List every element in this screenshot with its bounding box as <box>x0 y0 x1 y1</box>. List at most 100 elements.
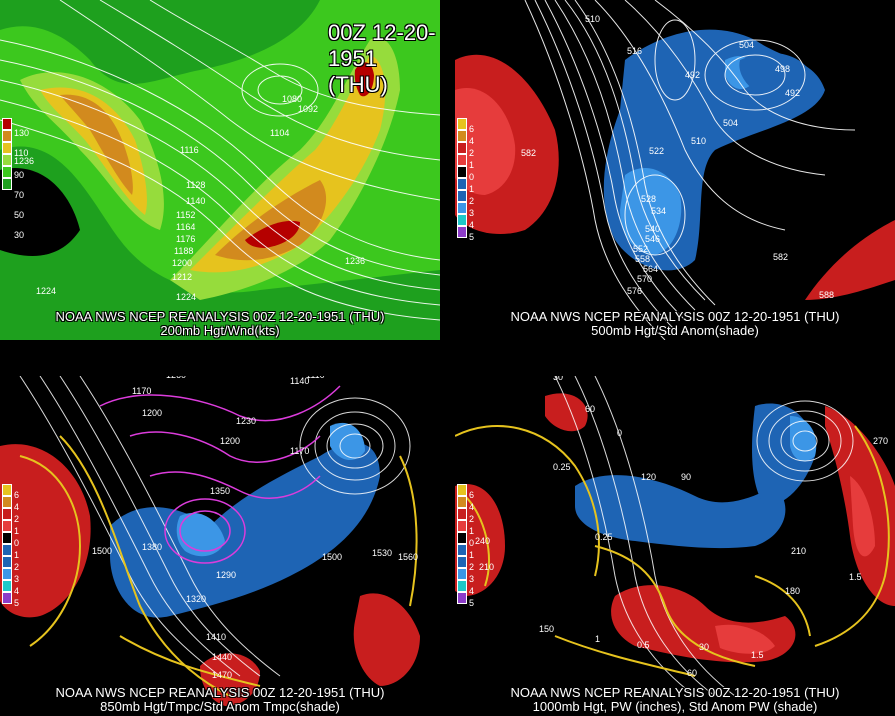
colorbar-1000mb <box>457 484 467 604</box>
contour-label: 1.5 <box>751 650 764 660</box>
contour-label: 1470 <box>212 670 233 680</box>
contour-label: 516 <box>627 46 643 56</box>
contour-label: 546 <box>645 234 661 244</box>
map-1000mb <box>455 376 895 716</box>
contour-label: 1236 <box>345 256 366 266</box>
colorbar-850mb <box>2 484 12 604</box>
contour-label: 1380 <box>142 542 163 552</box>
colorbar-label: 110 <box>14 148 29 158</box>
colorbar-200mb <box>2 118 12 190</box>
colorbar-500mb <box>457 118 467 238</box>
contour-label: 510 <box>585 14 601 24</box>
contour-label: 1176 <box>176 234 196 244</box>
colorbar-label: 6 <box>14 490 20 500</box>
colorbar-label: 90 <box>14 170 25 180</box>
contour-label: 1230 <box>236 416 257 426</box>
colorbar-label: 1 <box>469 550 475 560</box>
colorbar-label: 2 <box>469 196 475 206</box>
panel-850mb: 6 4 2 1 0 1 2 3 4 5 1260 1170 1200 1230 … <box>0 376 440 716</box>
contour-label: 240 <box>475 536 491 546</box>
contour-label: 558 <box>635 254 651 264</box>
colorbar-label: 4 <box>469 586 475 596</box>
contour-label: 1128 <box>186 180 206 190</box>
colorbar-label: 4 <box>469 502 475 512</box>
contour-label: 588 <box>819 290 835 300</box>
contour-label: 0.25 <box>553 462 571 472</box>
contour-label: 1116 <box>180 145 199 155</box>
contour-label: 150 <box>539 624 555 634</box>
colorbar-label: 70 <box>14 190 25 200</box>
colorbar-label: 2 <box>14 514 20 524</box>
colorbar-label: 1 <box>469 184 475 194</box>
colorbar-label: 5 <box>469 232 475 242</box>
contour-label: 510 <box>691 136 707 146</box>
contour-label: 30 <box>553 376 564 382</box>
contour-label: 1164 <box>176 222 196 232</box>
contour-label: 492 <box>785 88 801 98</box>
contour-label: 1200 <box>220 436 241 446</box>
contour-label: 1224 <box>36 286 57 296</box>
panel-200mb: 130 110 90 70 50 30 1080 1092 1104 1116 … <box>0 0 440 340</box>
colorbar-label: 3 <box>14 574 20 584</box>
contour-label: 270 <box>873 436 889 446</box>
colorbar-label: 0 <box>469 172 475 182</box>
colorbar-label: 130 <box>14 128 30 138</box>
contour-label: 1440 <box>212 652 233 662</box>
contour-label: 576 <box>627 286 643 296</box>
contour-label: 210 <box>479 562 495 572</box>
contour-label: 1 <box>595 634 601 644</box>
contour-label: 1188 <box>174 246 194 256</box>
contour-label: 1260 <box>166 376 186 380</box>
colorbar-label: 5 <box>14 598 20 608</box>
contour-label: 1080 <box>282 94 303 104</box>
panel-caption-field: 850mb Hgt/Tmpc/Std Anom Tmpc(shade) <box>100 699 340 714</box>
map-850mb <box>0 376 440 716</box>
contour-label: 1140 <box>186 196 206 206</box>
colorbar-label: 6 <box>469 490 475 500</box>
contour-label: 210 <box>791 546 807 556</box>
panel-caption-field: 500mb Hgt/Std Anom(shade) <box>591 323 759 338</box>
contour-label: 90 <box>681 472 692 482</box>
colorbar-label: 3 <box>469 208 475 218</box>
contour-label: 1092 <box>298 104 319 114</box>
contour-label: 1350 <box>210 486 231 496</box>
contour-label: 1212 <box>172 272 193 282</box>
colorbar-label: 0 <box>469 538 475 548</box>
colorbar-label: 30 <box>14 230 25 240</box>
colorbar-label: 6 <box>469 124 475 134</box>
colorbar-label: 2 <box>14 562 20 572</box>
contour-label: 1236 <box>14 156 35 166</box>
contour-label: 30 <box>699 642 710 652</box>
contour-label: 570 <box>637 274 653 284</box>
contour-label: 1.5 <box>849 572 862 582</box>
colorbar-label: 1 <box>469 160 475 170</box>
contour-label: 552 <box>633 244 649 254</box>
contour-label: 1170 <box>290 446 310 456</box>
panel-caption-field: 1000mb Hgt, PW (inches), Std Anom PW (sh… <box>532 699 818 714</box>
header-date: 00Z 12-20-1951 (THU) <box>328 20 436 97</box>
contour-label: 528 <box>641 194 657 204</box>
colorbar-label: 2 <box>469 514 475 524</box>
contour-label: 564 <box>643 264 659 274</box>
contour-label: 1290 <box>216 570 237 580</box>
panel-caption-source: NOAA NWS NCEP REANALYSIS 00Z 12-20-1951 … <box>510 685 840 700</box>
contour-label: 60 <box>585 404 596 414</box>
colorbar-label: 4 <box>14 502 20 512</box>
map-500mb <box>455 0 895 340</box>
panel-caption-field: 200mb Hgt/Wnd(kts) <box>160 323 280 338</box>
contour-label: 0 <box>617 428 623 438</box>
contour-label: 1530 <box>372 548 393 558</box>
colorbar-label: 1 <box>469 526 475 536</box>
contour-label: 522 <box>649 146 665 156</box>
colorbar-label: 50 <box>14 210 25 220</box>
panel-1000mb: 6 4 2 1 0 1 2 3 4 5 30 60 0 0.25 120 90 … <box>455 376 895 716</box>
contour-label: 180 <box>785 586 801 596</box>
panel-caption-source: NOAA NWS NCEP REANALYSIS 00Z 12-20-1951 … <box>55 309 385 324</box>
contour-label: 534 <box>651 206 667 216</box>
colorbar-label: 2 <box>469 562 475 572</box>
contour-label: 1110 <box>306 376 325 380</box>
contour-label: 1170 <box>132 386 152 396</box>
contour-label: 1224 <box>176 292 197 302</box>
contour-label: 582 <box>773 252 789 262</box>
colorbar-label: 1 <box>14 526 20 536</box>
